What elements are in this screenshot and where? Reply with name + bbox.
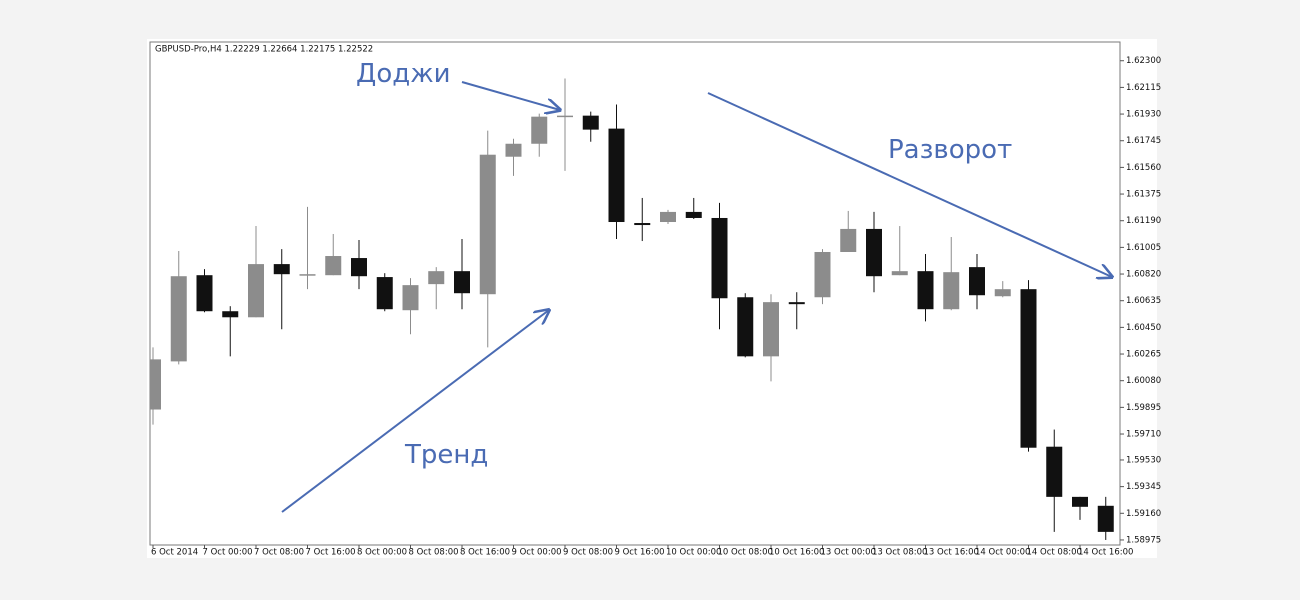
x-tick-label: 13 Oct 00:00 (821, 548, 876, 558)
candle-body (557, 115, 573, 118)
candle-body (376, 277, 393, 310)
y-tick-label: 1.60635 (1126, 296, 1161, 306)
x-tick-label: 13 Oct 08:00 (872, 548, 927, 558)
candle-body (454, 271, 470, 294)
candle-body (196, 275, 213, 312)
arrow (707, 92, 1112, 277)
x-tick-label: 10 Oct 00:00 (666, 548, 721, 558)
x-tick-label: 7 Oct 16:00 (306, 548, 356, 558)
annotation: Тренд (404, 440, 488, 470)
chart-title: GBPUSD-Pro,H4 1.22229 1.22664 1.22175 1.… (155, 45, 373, 55)
candle-body (299, 274, 316, 276)
annotation: Разворот (888, 135, 1012, 165)
candle-body (248, 264, 264, 318)
candle-body (1046, 446, 1063, 497)
y-tick-label: 1.61375 (1126, 190, 1161, 200)
candle-body (428, 271, 445, 285)
y-tick-label: 1.61745 (1126, 136, 1161, 146)
x-tick-label: 10 Oct 16:00 (769, 548, 824, 558)
y-tick-label: 1.60820 (1126, 270, 1161, 280)
candle-body (150, 359, 161, 410)
candle-body (222, 311, 239, 318)
arrow (281, 310, 549, 513)
y-tick-label: 1.61560 (1126, 163, 1161, 173)
x-tick-label: 13 Oct 16:00 (924, 548, 979, 558)
candle-body (660, 211, 676, 223)
candle-body (891, 271, 908, 276)
candle-body (788, 302, 805, 305)
candle-body (737, 297, 754, 357)
y-tick-label: 1.61930 (1126, 110, 1161, 120)
x-tick-label: 7 Oct 08:00 (254, 548, 304, 558)
x-tick-label: 9 Oct 00:00 (512, 548, 562, 558)
y-tick-label: 1.59710 (1126, 430, 1161, 440)
x-tick-label: 10 Oct 08:00 (718, 548, 773, 558)
y-tick-label: 1.59895 (1126, 403, 1161, 413)
x-tick-label: 14 Oct 16:00 (1078, 548, 1133, 558)
candles (150, 78, 1114, 540)
candle-body (1072, 496, 1088, 507)
y-tick-label: 1.58975 (1126, 535, 1161, 545)
y-tick-label: 1.59530 (1126, 455, 1161, 465)
candle-body (531, 116, 548, 144)
candle-body (994, 289, 1011, 297)
x-tick-label: 7 Oct 00:00 (203, 548, 253, 558)
candle-body (866, 228, 882, 277)
y-tick-label: 1.62300 (1126, 56, 1161, 66)
candle-body (814, 251, 831, 298)
y-tick-label: 1.59345 (1126, 482, 1161, 492)
candle-body (582, 115, 599, 130)
y-tick-label: 1.60080 (1126, 376, 1161, 386)
x-tick-label: 14 Oct 08:00 (1027, 548, 1082, 558)
candle-body (170, 276, 187, 362)
candle-body (273, 264, 290, 275)
arrow (461, 81, 560, 110)
candle-body (479, 154, 496, 295)
candle-body (505, 143, 522, 157)
candle-body (1097, 505, 1114, 532)
annotation: Доджи (356, 59, 451, 89)
candle-body (711, 217, 728, 299)
y-tick-label: 1.61005 (1126, 243, 1161, 253)
candle-body (351, 258, 367, 277)
candle-body (608, 128, 625, 223)
candle-body (917, 271, 934, 310)
x-tick-label: 14 Oct 00:00 (975, 548, 1030, 558)
x-tick-label: 8 Oct 16:00 (460, 548, 510, 558)
candle-body (969, 267, 985, 296)
candle-body (325, 256, 342, 276)
candle-body (763, 302, 779, 357)
candle-body (840, 228, 857, 252)
x-tick-label: 6 Oct 2014 (151, 548, 198, 558)
axes: 1.62300 1.62115 1.61930 1.61745 1.61560 1.613… (151, 56, 1161, 557)
x-tick-label: 9 Oct 08:00 (563, 548, 613, 558)
y-tick-label: 1.60450 (1126, 323, 1161, 333)
candle-body (1020, 289, 1037, 448)
y-tick-label: 1.60265 (1126, 350, 1161, 360)
x-tick-label: 9 Oct 16:00 (615, 548, 665, 558)
y-tick-label: 1.61190 (1126, 216, 1161, 226)
candle-body (402, 285, 419, 311)
y-tick-label: 1.62115 (1126, 83, 1161, 93)
x-tick-label: 8 Oct 08:00 (409, 548, 459, 558)
candle-body (943, 272, 960, 310)
y-tick-label: 1.59160 (1126, 509, 1161, 519)
candle-body (634, 223, 651, 226)
x-tick-label: 8 Oct 00:00 (357, 548, 407, 558)
candle-body (685, 211, 702, 218)
